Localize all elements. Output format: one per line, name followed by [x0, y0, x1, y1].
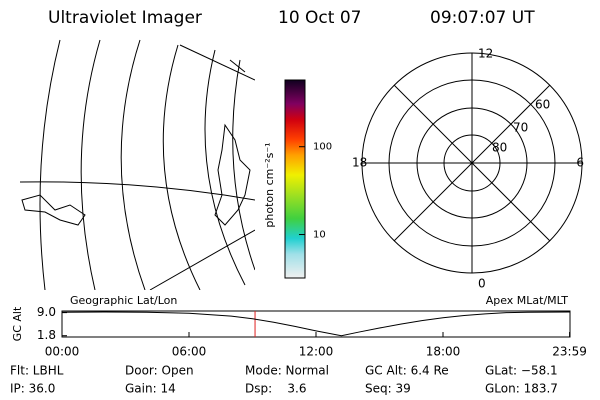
polar-grid: [361, 52, 583, 274]
status-field: Seq: 39: [365, 382, 411, 396]
x-tick-label: 12:00: [299, 345, 334, 359]
map: [20, 39, 255, 290]
status-field: GC Alt: 6.4 Re: [365, 364, 449, 378]
colorbar: [284, 79, 306, 279]
colorbar-label: photon cm⁻²s⁻¹: [263, 142, 276, 227]
latitude-label: 80: [492, 141, 507, 155]
altitude-line: [61, 311, 570, 337]
latitude-label: 70: [513, 121, 528, 135]
x-tick-label: 00:00: [45, 345, 80, 359]
status-field: Flt: LBHL: [10, 364, 64, 378]
x-tick-label: 23:59: [552, 345, 587, 359]
title: Ultraviolet Imager: [48, 8, 202, 28]
mlt-label: 18: [352, 156, 367, 170]
x-tick-label: 06:00: [172, 345, 207, 359]
mlt-label: 6: [576, 156, 584, 170]
right-label: Apex MLat/MLT: [486, 294, 569, 307]
mlt-label: 0: [478, 277, 486, 291]
mlt-label: 12: [478, 47, 493, 61]
colorbar-tick-label: 10: [313, 230, 326, 241]
status-field: Gain: 14: [125, 382, 176, 396]
status-field: IP: 36.0: [10, 382, 55, 396]
y-tick-label: 1.8: [37, 328, 56, 342]
status-field: GLon: 183.7: [485, 382, 558, 396]
status-field: Dsp: 3.6: [245, 382, 307, 396]
time: 09:07:07 UT: [430, 8, 535, 28]
y-tick-label: 9.0: [37, 305, 56, 319]
x-tick-label: 18:00: [426, 345, 461, 359]
date: 10 Oct 07: [278, 8, 361, 28]
left-label: Geographic Lat/Lon: [70, 294, 177, 307]
latitude-label: 60: [535, 98, 550, 112]
y-label: GC Alt: [11, 306, 24, 341]
status-field: Door: Open: [125, 364, 194, 378]
colorbar-tick-label: 100: [313, 142, 332, 153]
status-field: Mode: Normal: [245, 364, 329, 378]
status-field: GLat: −58.1: [485, 364, 558, 378]
